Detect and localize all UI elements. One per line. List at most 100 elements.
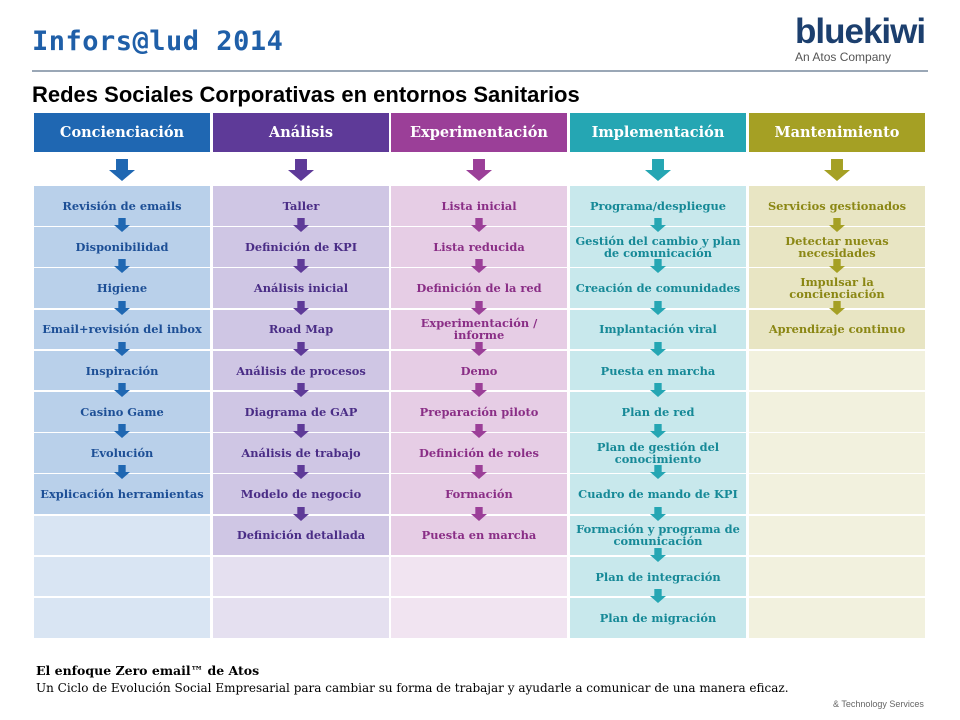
connector-arrow-icon-shape (471, 506, 487, 521)
phase-column: Implementación Programa/despliegue Gestión… (570, 113, 748, 639)
phase-header: Experimentación (391, 113, 567, 152)
phase-header: Concienciación (34, 113, 210, 152)
connector-arrow-icon-shape (650, 589, 666, 603)
evolution-cycle-diagram: Concienciación Revisión de emails Disponib… (34, 113, 927, 639)
connector-arrow-icon-shape (471, 341, 487, 356)
connector-arrow-icon (293, 300, 309, 315)
step-cell: Plan de migración (570, 598, 746, 638)
empty-cell (34, 515, 210, 556)
empty-cell (391, 556, 567, 597)
empty-cell (34, 556, 210, 597)
connector-arrow-icon (114, 259, 130, 274)
step-cell: Definición detallada (213, 515, 389, 556)
connector-arrow-icon-shape (650, 218, 666, 233)
step-cell: Puesta en marcha (391, 515, 567, 556)
logo-wordmark: bluekiwi (795, 12, 926, 51)
connector-arrow-icon-shape (471, 383, 487, 397)
connector-arrow-icon-shape (650, 259, 666, 274)
connector-arrow-icon-shape (293, 300, 309, 315)
connector-arrow-icon-shape (650, 424, 666, 439)
connector-arrow-icon (471, 341, 487, 356)
connector-arrow-icon-shape (471, 300, 487, 315)
connector-arrow-icon-shape (829, 259, 845, 274)
footer-title: El enfoque Zero email™ de Atos (36, 663, 260, 678)
connector-arrow-icon (114, 465, 130, 480)
connector-arrow-icon-shape (114, 424, 130, 439)
logo-tagline: An Atos Company (795, 50, 892, 64)
connector-arrow-icon (471, 259, 487, 274)
connector-arrow-icon-shape (114, 465, 130, 480)
phase-column: Concienciación Revisión de emails Disponib… (34, 113, 212, 639)
step-cell: Lista inicial (391, 186, 567, 226)
connector-arrow-icon (650, 424, 666, 439)
down-arrow-icon (824, 159, 850, 181)
connector-arrow-icon-shape (471, 424, 487, 439)
down-arrow-icon (466, 159, 492, 181)
connector-arrow-icon-shape (293, 259, 309, 274)
connector-arrow-icon (471, 383, 487, 397)
connector-arrow-icon (650, 300, 666, 315)
empty-cell (749, 598, 925, 638)
connector-arrow-icon (293, 506, 309, 521)
connector-arrow-icon-shape (829, 300, 845, 315)
step-cell: Explicación herramientas (34, 474, 210, 514)
down-arrow-icon-shape (109, 159, 135, 181)
connector-arrow-icon-shape (114, 259, 130, 274)
empty-cell (391, 598, 567, 638)
connector-arrow-icon (293, 259, 309, 274)
connector-arrow-icon (471, 300, 487, 315)
empty-cell (749, 350, 925, 391)
down-arrow-icon (109, 159, 135, 181)
connector-arrow-icon-shape (471, 218, 487, 233)
phase-header: Mantenimiento (749, 113, 925, 152)
phase-column: Experimentación Lista inicial Lista reduci… (391, 113, 569, 639)
connector-arrow-icon (293, 218, 309, 233)
connector-arrow-icon-shape (114, 218, 130, 233)
connector-arrow-icon (829, 259, 845, 274)
step-cell: Aprendizaje continuo (749, 309, 925, 350)
down-arrow-icon-shape (288, 159, 314, 181)
presentation-title: Infors@lud 2014 (32, 26, 284, 57)
connector-arrow-icon-shape (293, 341, 309, 356)
connector-arrow-icon-shape (293, 218, 309, 233)
header-divider (32, 70, 928, 72)
connector-arrow-icon (293, 424, 309, 439)
down-arrow-icon (288, 159, 314, 181)
connector-arrow-icon (650, 341, 666, 356)
connector-arrow-icon-shape (293, 383, 309, 397)
empty-cell (749, 474, 925, 514)
connector-arrow-icon (114, 300, 130, 315)
phase-column: Mantenimiento Servicios gestionados Detect… (749, 113, 927, 639)
connector-arrow-icon (650, 589, 666, 603)
connector-arrow-icon (114, 383, 130, 397)
down-arrow-icon-shape (645, 159, 671, 181)
empty-cell (749, 392, 925, 432)
connector-arrow-icon (650, 259, 666, 274)
down-arrow-icon (645, 159, 671, 181)
bluekiwi-logo: bluekiwi An Atos Company (795, 12, 935, 65)
connector-arrow-icon-shape (471, 259, 487, 274)
connector-arrow-icon (471, 506, 487, 521)
empty-cell (213, 556, 389, 597)
connector-arrow-icon (293, 341, 309, 356)
connector-arrow-icon (293, 465, 309, 480)
empty-cell (749, 515, 925, 556)
connector-arrow-icon-shape (114, 383, 130, 397)
down-arrow-icon-shape (824, 159, 850, 181)
empty-cell (749, 433, 925, 473)
connector-arrow-icon-shape (114, 341, 130, 356)
connector-arrow-icon-shape (650, 506, 666, 521)
connector-arrow-icon-shape (650, 300, 666, 315)
connector-arrow-icon-shape (293, 465, 309, 480)
down-arrow-icon-shape (466, 159, 492, 181)
connector-arrow-icon-shape (650, 341, 666, 356)
connector-arrow-icon (650, 218, 666, 233)
connector-arrow-icon-shape (650, 383, 666, 397)
footer-brand: & Technology Services (833, 699, 924, 709)
phase-column: Análisis Taller Definición de KPI Análisis … (213, 113, 391, 639)
slide-subtitle: Redes Sociales Corporativas en entornos … (32, 82, 580, 107)
connector-arrow-icon (114, 424, 130, 439)
connector-arrow-icon-shape (650, 547, 666, 562)
empty-cell (213, 598, 389, 638)
connector-arrow-icon (471, 424, 487, 439)
